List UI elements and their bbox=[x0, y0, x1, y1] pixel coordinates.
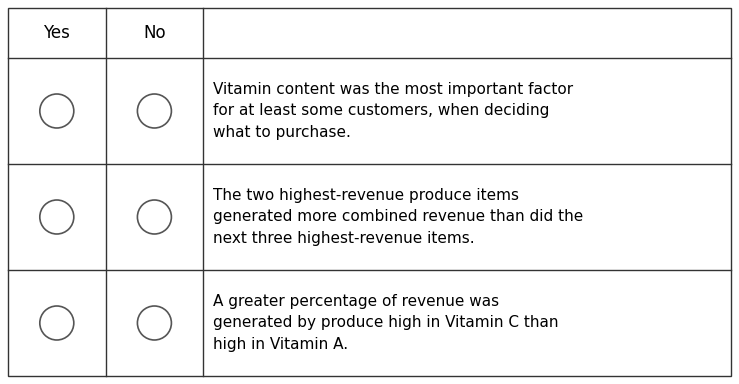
Text: A greater percentage of revenue was
generated by produce high in Vitamin C than
: A greater percentage of revenue was gene… bbox=[214, 294, 559, 352]
Text: Yes: Yes bbox=[44, 24, 70, 42]
Text: Vitamin content was the most important factor
for at least some customers, when : Vitamin content was the most important f… bbox=[214, 82, 573, 140]
Text: No: No bbox=[143, 24, 166, 42]
Text: The two highest-revenue produce items
generated more combined revenue than did t: The two highest-revenue produce items ge… bbox=[214, 188, 584, 246]
